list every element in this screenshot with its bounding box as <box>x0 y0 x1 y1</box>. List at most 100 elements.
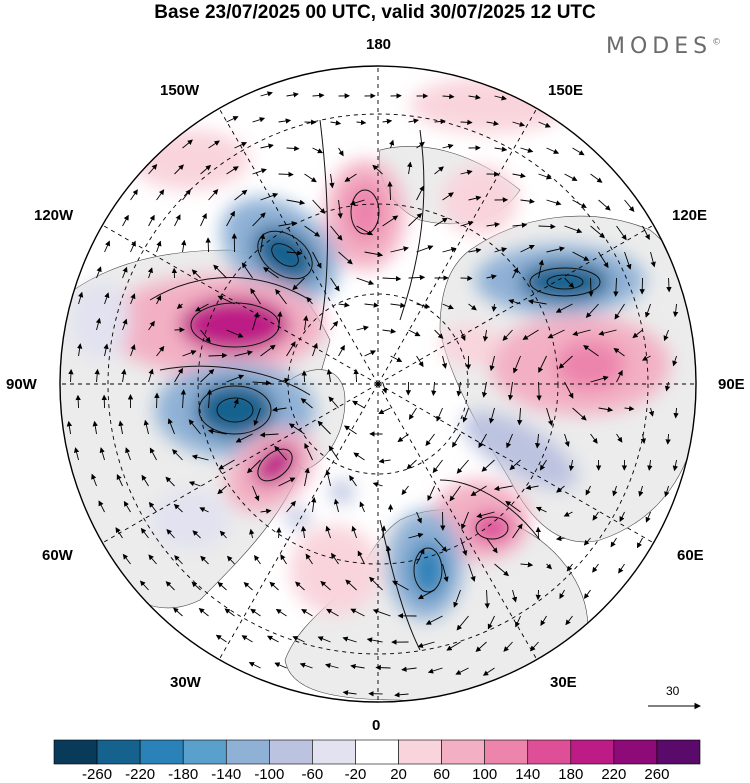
wind-vector <box>234 189 248 201</box>
colorbar-tick-label: 100 <box>472 766 498 783</box>
lon-label-30e: 30E <box>550 674 577 691</box>
wind-vector <box>304 225 321 237</box>
wind-vector <box>572 329 591 337</box>
wind-vector <box>241 262 253 279</box>
wind-vector <box>312 342 318 357</box>
wind-vector <box>588 277 594 297</box>
wind-vector <box>494 146 508 152</box>
wind-vector <box>612 485 618 497</box>
wind-vector <box>350 663 365 670</box>
colorbar <box>53 739 701 765</box>
wind-vector <box>147 267 153 279</box>
wind-vector <box>180 239 187 253</box>
anomaly-neg-120e-core <box>520 262 610 302</box>
wind-vector <box>234 350 253 357</box>
wind-vector <box>583 345 599 357</box>
wind-vector <box>199 507 209 513</box>
wind-vector <box>527 299 547 305</box>
wind-vector <box>344 173 357 182</box>
wind-vector <box>286 250 303 256</box>
wind-vector <box>252 485 260 502</box>
colorbar-tick-label: 260 <box>644 766 670 783</box>
wind-vector <box>73 447 80 461</box>
wind-vector <box>546 407 554 427</box>
wind-vector <box>353 368 359 383</box>
lon-label-120e: 120E <box>672 207 708 224</box>
wind-vector <box>174 555 183 565</box>
wind-vector <box>590 433 598 444</box>
wind-vector <box>260 192 279 201</box>
wind-vector <box>449 485 461 502</box>
wind-vector <box>78 291 84 305</box>
wind-vector <box>486 274 497 280</box>
wind-vector <box>416 185 425 201</box>
wind-vector <box>250 608 261 617</box>
wind-vector <box>286 341 296 357</box>
wind-vector <box>590 375 609 383</box>
wind-vector <box>427 485 435 501</box>
wind-vector <box>382 118 393 125</box>
wind-vector <box>172 449 183 461</box>
wind-vector <box>66 420 73 435</box>
wind-vector <box>583 589 591 600</box>
wind-vector <box>200 164 212 175</box>
wind-vector <box>329 173 335 189</box>
wind-vector <box>68 368 74 383</box>
wind-vector <box>624 405 635 412</box>
wind-vector <box>356 225 374 236</box>
wind-vector <box>538 173 552 180</box>
wind-vector <box>564 277 575 289</box>
wind-vector <box>372 164 383 175</box>
lon-label-30w: 30W <box>170 674 201 691</box>
wind-vector <box>434 217 448 227</box>
colorbar-tick-label: -140 <box>211 766 242 783</box>
wind-vector <box>672 459 678 472</box>
wind-vector <box>592 563 599 573</box>
wind-vector <box>442 247 457 253</box>
colorbar-swatch <box>656 739 701 765</box>
wind-vector <box>191 454 209 461</box>
wind-vector <box>219 530 227 539</box>
colorbar-swatch <box>182 739 227 765</box>
anomaly-neg-small <box>330 480 354 504</box>
wind-vector <box>215 634 227 643</box>
wind-vector <box>342 690 357 696</box>
wind-vector <box>564 225 583 234</box>
wind-vector <box>140 527 149 539</box>
anomaly-neg-80w <box>70 280 130 360</box>
wind-vector <box>191 269 201 279</box>
modes-logo: MODES© <box>606 34 721 59</box>
wind-vector <box>278 171 294 178</box>
wind-vector <box>130 293 136 305</box>
lon-label-0: 0 <box>372 717 381 734</box>
wind-vector <box>613 347 625 357</box>
colorbar-swatch <box>225 739 270 765</box>
colorbar-tick-label: -20 <box>344 766 367 783</box>
wind-vector <box>343 425 357 435</box>
wind-vector <box>130 240 136 253</box>
wind-vector <box>301 608 313 617</box>
colorbar-swatch <box>139 739 184 765</box>
wind-vector <box>673 407 679 419</box>
wind-vector <box>247 459 261 474</box>
colorbar-tick-label: -220 <box>125 766 156 783</box>
wind-vector <box>583 537 591 546</box>
reference-vector-value: 30 <box>666 684 680 698</box>
wind-vector <box>328 445 339 461</box>
wind-vector <box>338 147 344 157</box>
wind-vector <box>165 476 175 487</box>
wind-vector <box>123 500 131 513</box>
wind-vector <box>520 198 535 204</box>
wind-vector <box>121 368 127 383</box>
wind-vector <box>122 266 128 279</box>
wind-vector <box>572 199 587 208</box>
wind-vector <box>217 485 227 495</box>
wind-vector <box>328 396 339 409</box>
wind-vector <box>401 666 417 672</box>
wind-vector <box>148 368 154 383</box>
wind-vector <box>456 459 469 474</box>
wind-vector <box>206 389 213 409</box>
wind-vector <box>535 506 547 513</box>
wind-vector <box>481 381 488 398</box>
anomaly-pos-120w-core <box>180 297 290 353</box>
